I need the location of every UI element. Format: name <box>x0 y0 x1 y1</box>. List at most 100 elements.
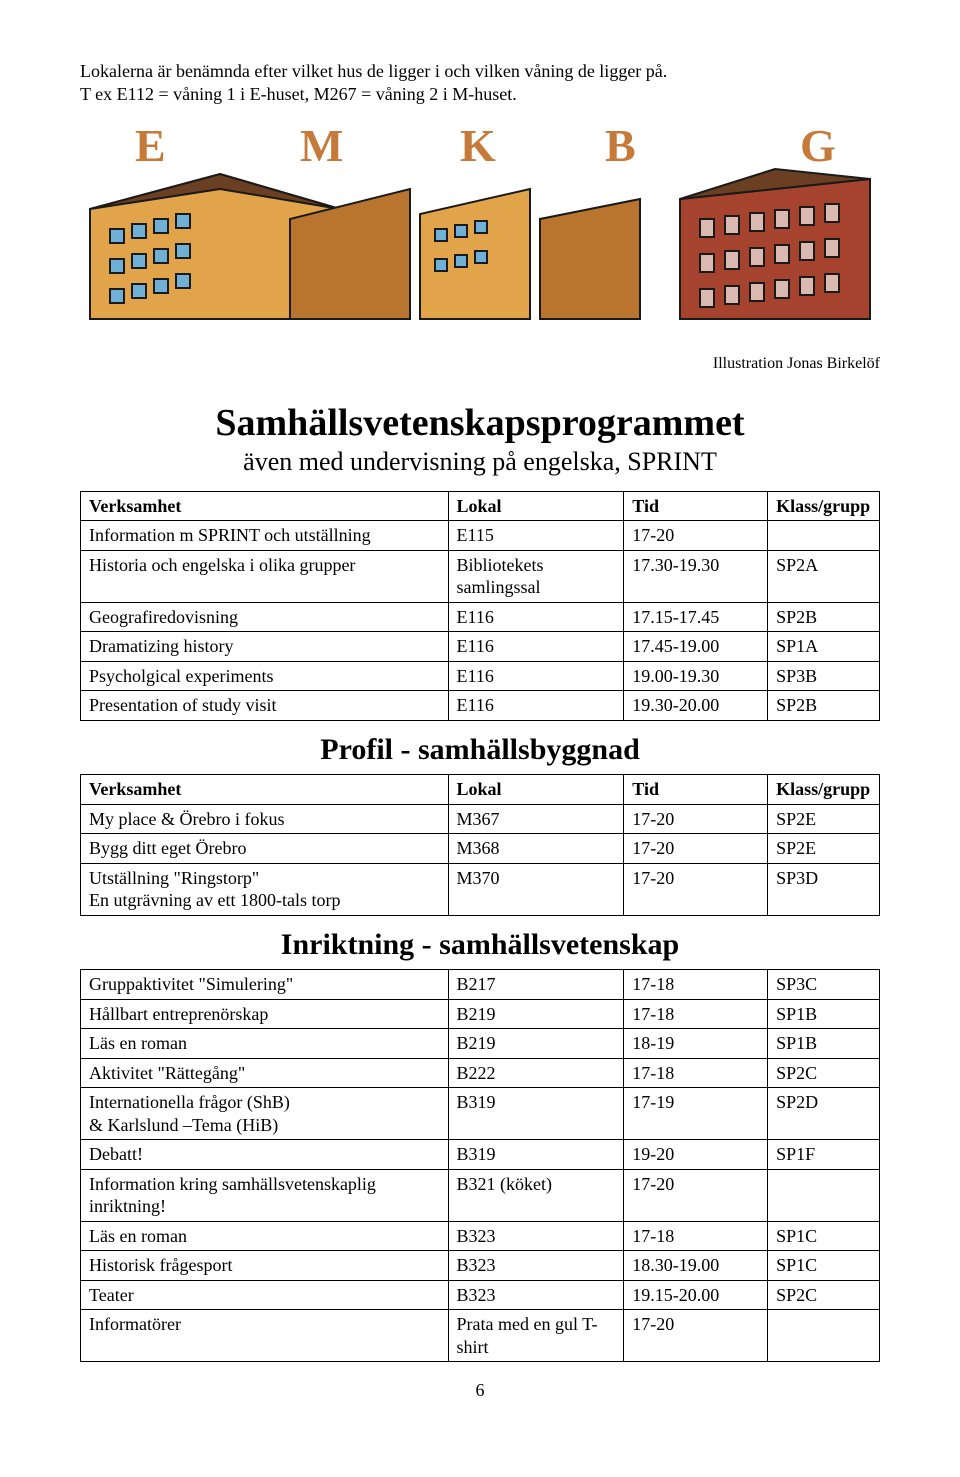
col-c4: Klass/grupp <box>768 491 880 521</box>
page-number: 6 <box>80 1380 880 1401</box>
table-row: Information kring samhällsvetenskaplig i… <box>81 1169 880 1221</box>
cell-t: 19.15-20.00 <box>624 1280 768 1310</box>
main-title: Samhällsvetenskapsprogrammet <box>80 401 880 445</box>
cell-k: SP1B <box>768 999 880 1029</box>
cell-v: Information m SPRINT och utställning <box>81 521 449 551</box>
cell-t: 19-20 <box>624 1140 768 1170</box>
cell-t: 19.00-19.30 <box>624 661 768 691</box>
col-c2: Lokal <box>448 775 624 805</box>
cell-v: Utställning "Ringstorp" En utgrävning av… <box>81 863 449 915</box>
cell-t: 17.30-19.30 <box>624 550 768 602</box>
cell-l: E115 <box>448 521 624 551</box>
cell-l: B219 <box>448 999 624 1029</box>
subtitle: även med undervisning på engelska, SPRIN… <box>80 447 880 477</box>
cell-t: 17.15-17.45 <box>624 602 768 632</box>
cell-k: SP3B <box>768 661 880 691</box>
cell-k: SP3D <box>768 863 880 915</box>
letter-M: M <box>300 120 343 171</box>
table-header-row: VerksamhetLokalTidKlass/grupp <box>81 775 880 805</box>
letter-E: E <box>135 120 166 171</box>
col-c4: Klass/grupp <box>768 775 880 805</box>
cell-l: B323 <box>448 1251 624 1281</box>
cell-v: Debatt! <box>81 1140 449 1170</box>
cell-v: Internationella frågor (ShB) & Karlslund… <box>81 1088 449 1140</box>
cell-k: SP2A <box>768 550 880 602</box>
cell-v: My place & Örebro i fokus <box>81 804 449 834</box>
table-header-row: VerksamhetLokalTidKlass/grupp <box>81 491 880 521</box>
cell-k: SP2E <box>768 834 880 864</box>
cell-t: 17-20 <box>624 804 768 834</box>
cell-v: Historia och engelska i olika grupper <box>81 550 449 602</box>
letter-K: K <box>460 120 496 171</box>
col-c1: Verksamhet <box>81 491 449 521</box>
cell-t: 18-19 <box>624 1029 768 1059</box>
cell-k: SP2C <box>768 1058 880 1088</box>
table-row: Gruppaktivitet "Simulering"B21717-18SP3C <box>81 970 880 1000</box>
cell-t: 17-18 <box>624 1221 768 1251</box>
table-row: Historisk frågesportB32318.30-19.00SP1C <box>81 1251 880 1281</box>
schedule-table: VerksamhetLokalTidKlass/gruppInformation… <box>80 491 880 1363</box>
table-row: Hållbart entreprenörskapB21917-18SP1B <box>81 999 880 1029</box>
cell-l: B319 <box>448 1140 624 1170</box>
cell-v: Information kring samhällsvetenskaplig i… <box>81 1169 449 1221</box>
cell-l: B222 <box>448 1058 624 1088</box>
table-row: Bygg ditt eget ÖrebroM36817-20SP2E <box>81 834 880 864</box>
cell-v: Aktivitet "Rättegång" <box>81 1058 449 1088</box>
cell-l: E116 <box>448 632 624 662</box>
cell-l: B319 <box>448 1088 624 1140</box>
table-row: Information m SPRINT och utställningE115… <box>81 521 880 551</box>
buildings-svg: E M K B G <box>80 119 880 349</box>
cell-t: 17-18 <box>624 999 768 1029</box>
cell-v: Informatörer <box>81 1310 449 1362</box>
cell-t: 18.30-19.00 <box>624 1251 768 1281</box>
cell-t: 17-18 <box>624 1058 768 1088</box>
cell-k: SP2B <box>768 691 880 721</box>
letter-row: E M K B G <box>135 120 836 171</box>
cell-v: Bygg ditt eget Örebro <box>81 834 449 864</box>
cell-l: E116 <box>448 661 624 691</box>
table-row: GeografiredovisningE11617.15-17.45SP2B <box>81 602 880 632</box>
cell-v: Gruppaktivitet "Simulering" <box>81 970 449 1000</box>
cell-v: Geografiredovisning <box>81 602 449 632</box>
cell-t: 17-19 <box>624 1088 768 1140</box>
table-row: Aktivitet "Rättegång"B22217-18SP2C <box>81 1058 880 1088</box>
cell-k: SP2D <box>768 1088 880 1140</box>
cell-t: 19.30-20.00 <box>624 691 768 721</box>
cell-v: Presentation of study visit <box>81 691 449 721</box>
cell-l: B321 (köket) <box>448 1169 624 1221</box>
cell-v: Psycholgical experiments <box>81 661 449 691</box>
inriktning-section: Inriktning - samhällsvetenskap <box>81 915 880 970</box>
intro-line2: T ex E112 = våning 1 i E-huset, M267 = v… <box>80 83 880 106</box>
cell-v: Dramatizing history <box>81 632 449 662</box>
col-c3: Tid <box>624 491 768 521</box>
col-c3: Tid <box>624 775 768 805</box>
table-row: Dramatizing historyE11617.45-19.00SP1A <box>81 632 880 662</box>
letter-G: G <box>800 120 836 171</box>
cell-t: 17-20 <box>624 1310 768 1362</box>
inriktning-section-heading: Inriktning - samhällsvetenskap <box>81 926 880 964</box>
intro-line1: Lokalerna är benämnda efter vilket hus d… <box>80 60 880 83</box>
cell-k: SP2E <box>768 804 880 834</box>
cell-l: B323 <box>448 1221 624 1251</box>
cell-l: Prata med en gul T-shirt <box>448 1310 624 1362</box>
cell-k: SP3C <box>768 970 880 1000</box>
cell-l: M370 <box>448 863 624 915</box>
cell-t: 17-18 <box>624 970 768 1000</box>
cell-v: Läs en roman <box>81 1221 449 1251</box>
table-row: Presentation of study visitE11619.30-20.… <box>81 691 880 721</box>
table-row: Internationella frågor (ShB) & Karlslund… <box>81 1088 880 1140</box>
cell-l: E116 <box>448 602 624 632</box>
cell-k: SP2B <box>768 602 880 632</box>
cell-k: SP1C <box>768 1221 880 1251</box>
profil-section-heading: Profil - samhällsbyggnad <box>81 731 880 769</box>
cell-t: 17-20 <box>624 1169 768 1221</box>
cell-l: Bibliotekets samlingssal <box>448 550 624 602</box>
cell-t: 17-20 <box>624 834 768 864</box>
building-illustration: E M K B G <box>80 119 880 349</box>
bld-B <box>540 199 640 319</box>
cell-v: Hållbart entreprenörskap <box>81 999 449 1029</box>
profil-section: Profil - samhällsbyggnad <box>81 720 880 775</box>
cell-t: 17-20 <box>624 521 768 551</box>
cell-k <box>768 1310 880 1362</box>
cell-l: B323 <box>448 1280 624 1310</box>
